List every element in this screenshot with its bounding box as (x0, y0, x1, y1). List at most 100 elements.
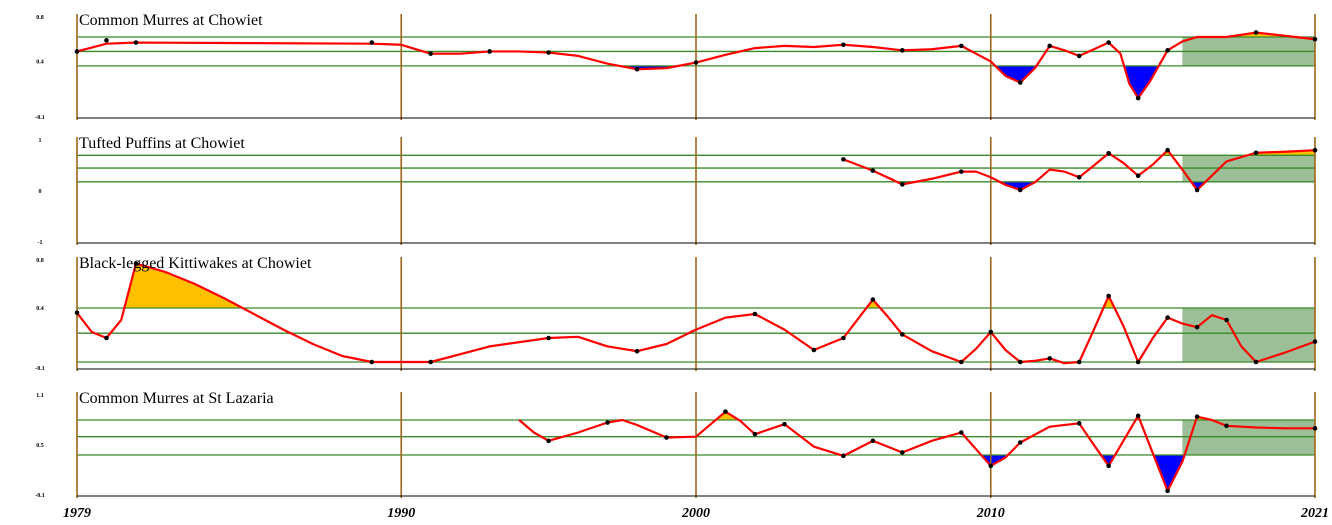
data-point (841, 453, 846, 459)
y-tick-label: 0.8 (36, 15, 44, 21)
data-point (369, 40, 375, 45)
series-line (76, 31, 1316, 100)
data-point (1047, 356, 1053, 361)
data-point (634, 66, 640, 72)
data-point (1135, 413, 1141, 419)
x-tick-label-2000: 2000 (681, 506, 710, 521)
panel-4: 1.1 0.5 -0.1 Common Murres at St Lazaria (35, 390, 1318, 499)
data-point (104, 335, 109, 341)
panel-title: Common Murres at St Lazaria (79, 390, 274, 407)
data-point (74, 49, 80, 54)
data-point (546, 50, 551, 55)
data-point (1165, 147, 1170, 153)
data-point (1106, 150, 1111, 156)
data-point (1224, 423, 1229, 429)
data-point (546, 335, 551, 341)
data-point (900, 332, 905, 337)
data-point (1076, 421, 1082, 426)
data-point (1312, 147, 1318, 153)
y-tick-label: 0.4 (36, 59, 44, 65)
y-tick-label: 0.8 (36, 258, 44, 264)
data-point (1017, 440, 1023, 445)
x-tick-label-1979: 1979 (63, 506, 91, 521)
panel-3: 0.8 0.4 -0.1 Black-legged Kittiwakes at Cho… (35, 255, 1318, 372)
data-point (1253, 150, 1259, 156)
data-point (1106, 293, 1111, 299)
data-point (1253, 30, 1259, 35)
data-point (870, 438, 876, 444)
y-tick-label: -0.1 (35, 366, 45, 372)
data-point (74, 310, 80, 316)
data-point (428, 51, 434, 56)
data-point (1194, 187, 1200, 193)
data-point (958, 43, 964, 49)
panel-1: 0.8 0.4 -0.1 Common Murres at Chowiet (35, 12, 1318, 121)
data-point (988, 329, 994, 335)
y-tick-label: -0.1 (35, 115, 45, 121)
data-point (870, 168, 876, 173)
data-point (1312, 36, 1318, 42)
data-point (752, 311, 758, 317)
data-point (1194, 324, 1200, 330)
y-tick-label: -1 (38, 240, 43, 246)
data-point (1194, 414, 1200, 419)
data-point (133, 261, 139, 266)
data-point (1165, 488, 1170, 494)
x-tick-label-1990: 1990 (387, 506, 415, 521)
y-tick-label: 1.1 (36, 393, 44, 399)
data-point (428, 359, 434, 365)
data-point (1106, 463, 1111, 469)
data-point (1076, 359, 1082, 365)
data-point (1224, 317, 1229, 323)
data-point (1165, 48, 1170, 53)
y-tick-label: 1 (39, 138, 42, 144)
panel-title: Common Murres at Chowiet (79, 12, 263, 29)
data-point (958, 169, 964, 174)
y-tick-label: 0 (39, 189, 42, 195)
x-tick-label-2010: 2010 (976, 506, 1005, 521)
below-band-fill (77, 65, 1315, 99)
recent-shaded-region (1182, 420, 1315, 455)
data-point (664, 435, 669, 440)
data-point (958, 430, 964, 435)
data-point (1312, 339, 1318, 344)
data-point (1165, 315, 1170, 320)
data-point (1135, 359, 1141, 365)
data-point (1076, 174, 1082, 180)
data-point (1135, 173, 1141, 178)
data-point (1253, 359, 1259, 365)
data-point (1076, 53, 1082, 59)
data-point (1106, 40, 1111, 45)
x-axis: 1979 1990 2000 2010 2021 (63, 506, 1329, 521)
data-point (900, 48, 905, 53)
data-point (782, 421, 787, 427)
panel-title: Black-legged Kittiwakes at Chowiet (79, 255, 312, 272)
y-tick-label: 0.5 (36, 443, 44, 449)
data-point (634, 348, 640, 354)
data-point (841, 42, 846, 48)
data-point (1017, 359, 1023, 365)
panels: 0.8 0.4 -0.1 Common Murres at Chowiet 1 0 -1 Tu… (35, 12, 1318, 499)
panel-2: 1 0 -1 Tufted Puffins at Chowiet (38, 135, 1318, 246)
data-point (1047, 43, 1053, 49)
data-point (546, 438, 551, 444)
data-point (1135, 95, 1141, 101)
data-point (811, 347, 817, 353)
data-point (605, 420, 610, 425)
data-point (841, 335, 846, 341)
data-point (1017, 187, 1023, 193)
data-point (1017, 80, 1023, 85)
data-point (693, 60, 699, 65)
panel-title: Tufted Puffins at Chowiet (79, 135, 245, 152)
data-point (723, 409, 728, 414)
data-point (988, 463, 994, 469)
data-point (752, 431, 758, 437)
data-point (487, 49, 492, 54)
data-point (900, 182, 905, 187)
data-point (900, 450, 905, 455)
y-tick-label: -0.1 (35, 493, 45, 499)
above-band-fill (77, 263, 1315, 308)
x-tick-label-2021: 2021 (1300, 506, 1329, 521)
data-point (369, 359, 375, 365)
